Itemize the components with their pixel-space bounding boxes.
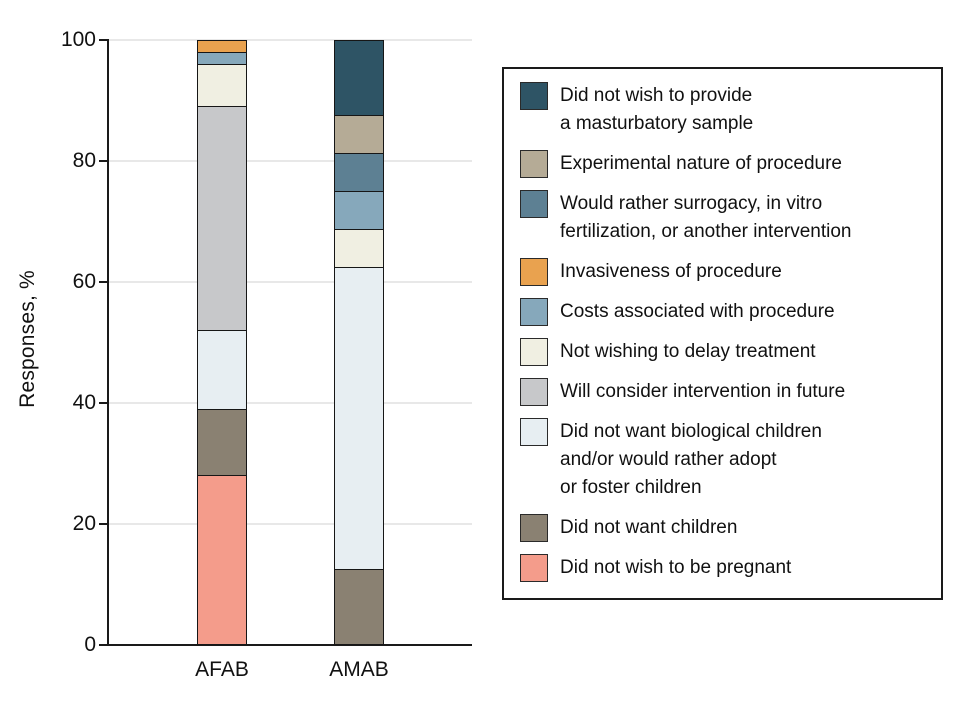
legend-item-9: Did not wish to be pregnant bbox=[520, 554, 927, 582]
bar-segment bbox=[197, 475, 247, 645]
legend-label: Did not want biological children and/or … bbox=[560, 421, 822, 498]
gridline-80 bbox=[109, 159, 472, 162]
bar-segment bbox=[334, 115, 384, 154]
legend-item-7: Did not want biological children and/or … bbox=[520, 418, 927, 502]
legend-swatch bbox=[520, 150, 548, 178]
legend-item-2: Would rather surrogacy, in vitro fertili… bbox=[520, 190, 927, 246]
bar-segment bbox=[334, 266, 384, 570]
y-tick-mark-0 bbox=[99, 644, 107, 646]
legend-label: Experimental nature of procedure bbox=[560, 153, 842, 174]
legend-label: Not wishing to delay treatment bbox=[560, 341, 816, 362]
legend-label: Invasiveness of procedure bbox=[560, 261, 782, 282]
legend-swatch bbox=[520, 378, 548, 406]
y-tick-label-0: 0 bbox=[84, 633, 96, 656]
bar-segment bbox=[197, 408, 247, 476]
y-tick-label-60: 60 bbox=[72, 269, 96, 293]
bar-segment bbox=[197, 51, 247, 64]
y-tick-label-100: 100 bbox=[60, 27, 96, 51]
legend-swatch bbox=[520, 190, 548, 218]
y-tick-label-20: 20 bbox=[72, 511, 96, 535]
legend-swatch bbox=[520, 514, 548, 542]
y-axis-line bbox=[107, 39, 109, 646]
bar-segment bbox=[334, 153, 384, 191]
legend-swatch bbox=[520, 258, 548, 286]
legend-label: Did not wish to be pregnant bbox=[560, 557, 792, 578]
gridline-60 bbox=[109, 280, 472, 283]
y-tick-mark-100 bbox=[99, 38, 107, 41]
legend-item-4: Costs associated with procedure bbox=[520, 298, 927, 326]
bar-segment bbox=[334, 190, 384, 229]
bar-amab bbox=[334, 0, 384, 645]
gridline-100 bbox=[109, 38, 472, 41]
bar-segment bbox=[334, 39, 384, 116]
x-category-label-afab: AFAB bbox=[195, 658, 249, 681]
legend-item-5: Not wishing to delay treatment bbox=[520, 338, 927, 366]
y-tick-label-80: 80 bbox=[72, 148, 96, 172]
legend-item-8: Did not want children bbox=[520, 514, 927, 542]
gridline-20 bbox=[109, 522, 472, 525]
bar-segment bbox=[197, 106, 247, 331]
legend-swatch bbox=[520, 338, 548, 366]
legend-swatch bbox=[520, 298, 548, 326]
bar-segment bbox=[197, 330, 247, 409]
legend: Did not wish to provide a masturbatory s… bbox=[502, 67, 943, 600]
bar-segment bbox=[334, 228, 384, 267]
legend-item-6: Will consider intervention in future bbox=[520, 378, 927, 406]
y-tick-mark-60 bbox=[99, 280, 107, 283]
legend-swatch bbox=[520, 82, 548, 110]
y-axis-title: Responses, % bbox=[16, 270, 39, 408]
y-tick-mark-20 bbox=[99, 522, 107, 525]
bar-afab bbox=[197, 0, 247, 645]
gridline-40 bbox=[109, 401, 472, 404]
legend-label: Costs associated with procedure bbox=[560, 301, 835, 322]
x-category-label-amab: AMAB bbox=[329, 658, 389, 681]
legend-item-3: Invasiveness of procedure bbox=[520, 258, 927, 286]
legend-item-0: Did not wish to provide a masturbatory s… bbox=[520, 82, 927, 138]
y-tick-mark-40 bbox=[99, 401, 107, 404]
y-tick-mark-80 bbox=[99, 159, 107, 162]
bar-segment bbox=[197, 63, 247, 107]
legend-label: Would rather surrogacy, in vitro fertili… bbox=[560, 193, 852, 242]
legend-label: Did not wish to provide a masturbatory s… bbox=[560, 85, 754, 134]
legend-label: Did not want children bbox=[560, 517, 738, 538]
x-axis-line bbox=[107, 644, 472, 646]
legend-item-1: Experimental nature of procedure bbox=[520, 150, 927, 178]
legend-swatch bbox=[520, 554, 548, 582]
bar-segment bbox=[334, 569, 384, 645]
bar-segment bbox=[197, 39, 247, 52]
y-tick-label-40: 40 bbox=[72, 390, 96, 414]
legend-label: Will consider intervention in future bbox=[560, 381, 846, 402]
legend-swatch bbox=[520, 418, 548, 446]
